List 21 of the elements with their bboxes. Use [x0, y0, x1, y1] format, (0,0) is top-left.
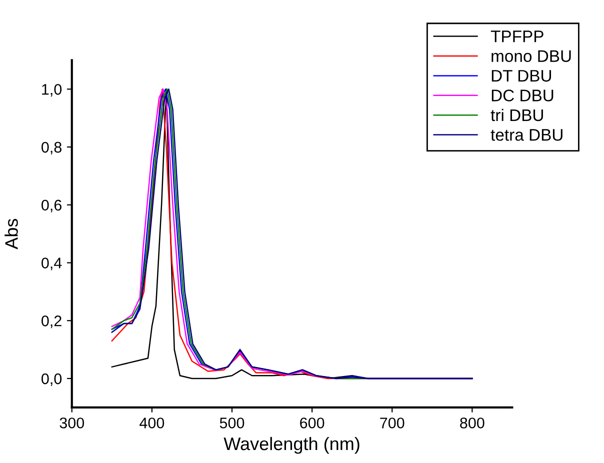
y-tick-label: 0,4 [42, 258, 62, 270]
legend-label: tetra DBU [490, 129, 562, 141]
x-tick-label: 700 [380, 418, 404, 428]
y-tick-label: 0,2 [42, 315, 62, 328]
legend-label: TPFPP [490, 30, 544, 42]
y-tick-label: 0,0 [42, 373, 62, 386]
x-axis-title: Wavelength (nm) [224, 436, 360, 454]
y-tick-label: 0,8 [42, 142, 62, 154]
x-tick-label: 600 [300, 418, 324, 428]
y-tick-label: 1,0 [42, 84, 62, 97]
x-tick-label: 500 [220, 418, 244, 428]
legend-label: DC DBU [492, 90, 554, 102]
legend-label: DT DBU [492, 70, 551, 82]
line-series [111, 88, 473, 380]
legend-label: tri DBU [490, 108, 543, 122]
y-tick-label: 0,6 [42, 200, 62, 212]
x-tick-label: 300 [60, 418, 84, 428]
x-tick-label: 400 [140, 418, 164, 428]
x-tick-label: 800 [460, 418, 484, 428]
legend-label: mono DBU [492, 50, 571, 62]
y-axis-title: Abs [4, 218, 18, 250]
